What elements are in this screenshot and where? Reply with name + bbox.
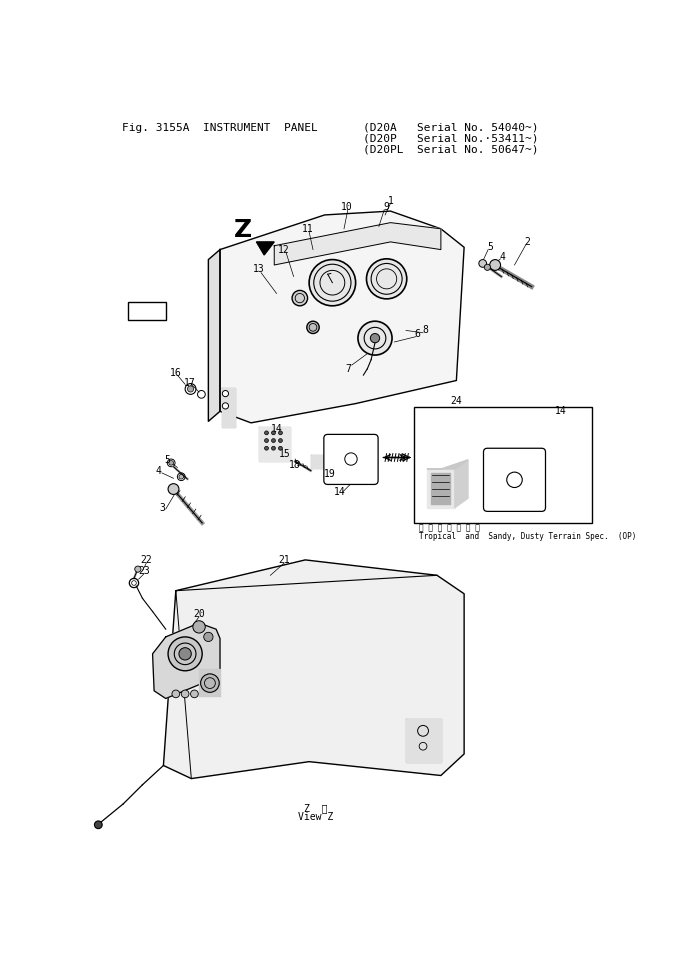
FancyBboxPatch shape [483,448,545,511]
Circle shape [307,322,319,334]
Circle shape [265,438,269,442]
Circle shape [132,581,136,586]
Text: 5: 5 [487,242,493,253]
Circle shape [135,566,141,572]
Circle shape [358,322,392,355]
Bar [414,408,592,523]
Circle shape [484,264,491,271]
Polygon shape [256,242,274,255]
Circle shape [279,446,282,450]
Text: 18: 18 [290,460,301,470]
Circle shape [172,690,180,698]
Polygon shape [455,459,468,507]
Text: 5: 5 [165,455,170,465]
Text: 14: 14 [334,487,346,497]
Text: 11: 11 [302,224,313,234]
FancyBboxPatch shape [128,302,166,321]
Circle shape [168,483,179,495]
Circle shape [190,690,198,698]
Circle shape [265,446,269,450]
Text: FWD: FWD [137,306,156,316]
Circle shape [271,446,275,450]
Text: 8: 8 [423,325,429,336]
Circle shape [179,475,184,479]
Polygon shape [311,456,323,468]
Text: 2: 2 [524,237,531,247]
Circle shape [222,403,229,409]
Circle shape [479,259,487,267]
Circle shape [371,334,379,343]
Text: 4: 4 [156,466,162,477]
Text: 13: 13 [253,264,265,274]
Text: 10: 10 [340,202,352,212]
Text: (D20PL  Serial No. 50647~): (D20PL Serial No. 50647~) [363,145,539,154]
Polygon shape [220,211,464,423]
Text: 20: 20 [193,609,205,619]
Polygon shape [259,427,290,461]
Polygon shape [406,720,441,762]
Circle shape [168,637,202,671]
Text: Tropical  and  Sandy, Dusty Terrain Spec.  (OP): Tropical and Sandy, Dusty Terrain Spec. … [419,531,637,541]
Circle shape [179,648,191,660]
Circle shape [222,390,229,396]
Circle shape [265,431,269,434]
Text: View Z: View Z [298,812,333,822]
Text: 熱  帯  砂  漠  域  仕  様: 熱 帯 砂 漠 域 仕 様 [419,523,480,532]
Text: 17: 17 [184,378,196,388]
Text: 15: 15 [279,449,290,458]
Polygon shape [199,669,220,696]
Polygon shape [163,560,464,779]
Circle shape [204,633,213,641]
Text: 9: 9 [383,202,389,212]
Text: Fig. 3155A  INSTRUMENT  PANEL: Fig. 3155A INSTRUMENT PANEL [122,122,317,132]
Polygon shape [209,250,220,421]
Text: 6: 6 [414,329,421,340]
Circle shape [489,259,501,271]
Circle shape [169,460,173,465]
Text: 4: 4 [500,252,506,261]
Polygon shape [274,223,441,265]
Circle shape [309,259,356,306]
Text: 12: 12 [277,245,290,255]
Text: (D20P   Serial No.·53411~): (D20P Serial No.·53411~) [363,133,539,144]
Circle shape [271,431,275,434]
Text: Z  橋: Z 橋 [304,803,327,812]
Circle shape [188,386,194,392]
Polygon shape [431,473,450,504]
Polygon shape [153,623,220,699]
Text: 1: 1 [387,196,394,206]
Circle shape [95,821,102,829]
Circle shape [279,438,282,442]
Text: Z: Z [234,218,252,242]
Polygon shape [222,389,236,427]
Circle shape [292,290,308,306]
Text: 19: 19 [323,469,335,478]
Circle shape [182,690,189,698]
Text: 16: 16 [170,367,182,378]
Text: 3: 3 [159,502,165,513]
Circle shape [271,438,275,442]
Text: 21: 21 [279,555,290,565]
Circle shape [193,621,205,633]
Polygon shape [427,469,455,507]
Polygon shape [427,459,468,469]
Text: (D20A   Serial No. 54040~): (D20A Serial No. 54040~) [363,122,539,132]
Text: 7: 7 [345,364,351,374]
Circle shape [367,258,407,299]
Circle shape [200,674,219,692]
Text: 22: 22 [140,555,153,565]
Text: 14: 14 [271,424,282,434]
Text: 23: 23 [138,566,150,576]
Text: 24: 24 [450,396,462,407]
FancyBboxPatch shape [324,434,378,484]
Text: 14: 14 [555,407,567,416]
Circle shape [279,431,282,434]
